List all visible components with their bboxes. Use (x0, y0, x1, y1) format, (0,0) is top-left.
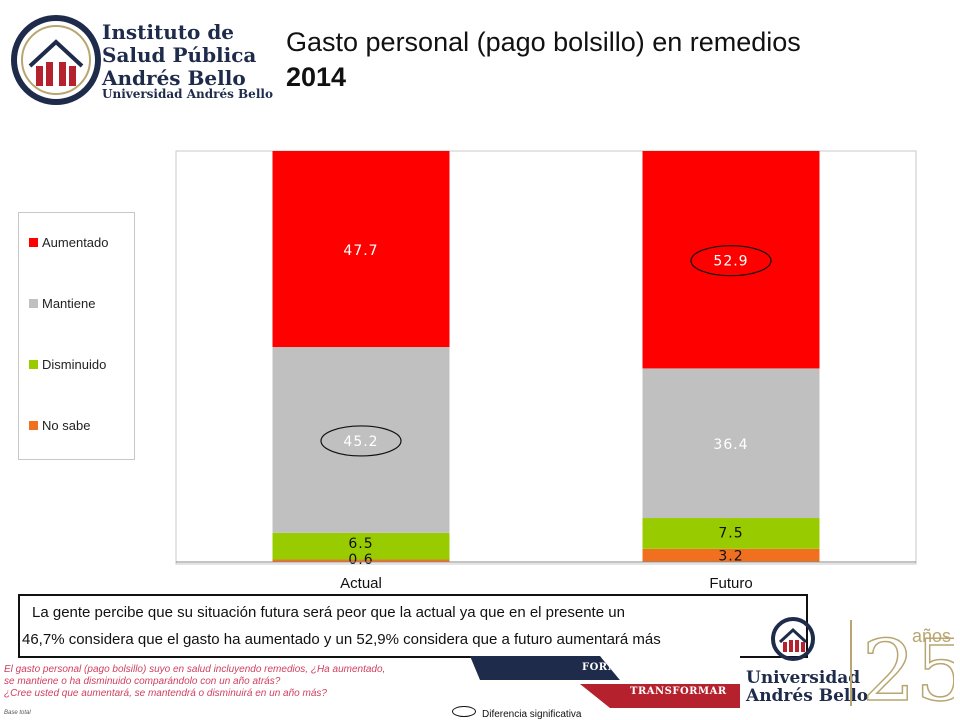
bar-no-sabe-actual (272, 559, 450, 562)
band-label-formar: FORMAR (582, 662, 637, 673)
plot-area (175, 150, 917, 565)
legend-swatch (29, 238, 38, 247)
page-title-year: 2014 (286, 62, 347, 92)
university-name-line-2: Andrés Bello (746, 686, 869, 706)
significance-label: Diferencia significativa (482, 709, 582, 720)
footer-band (470, 656, 740, 708)
logo-line-4: Universidad Andrés Bello (102, 87, 273, 101)
x-tick-label-futuro: Futuro (709, 575, 752, 592)
legend-item-disminuido: Disminuido (29, 357, 106, 372)
legend-swatch (29, 299, 38, 308)
bar-disminuido-futuro (642, 518, 820, 549)
data-label-no-sabe-futuro: 3.2 (718, 548, 743, 564)
data-label-aumentado-actual: 47.7 (343, 243, 378, 259)
footnote-line-1: El gasto personal (pago bolsillo) suyo e… (4, 664, 386, 675)
anniversary-years-label: años (912, 626, 952, 646)
legend-item-aumentado: Aumentado (29, 235, 109, 250)
data-label-disminuido-actual: 6.5 (348, 536, 373, 552)
university-name-line-1: Universidad (746, 668, 861, 688)
x-tick-label-actual: Actual (340, 575, 382, 592)
chart-legend: Aumentado Mantiene Disminuido No sabe (18, 212, 135, 460)
question-footnote: El gasto personal (pago bolsillo) suyo e… (4, 664, 474, 700)
data-label-disminuido-futuro: 7.5 (718, 525, 743, 541)
anniversary-mark: 25 (861, 621, 954, 712)
logo-line-1: Instituto de (102, 20, 235, 44)
summary-line-2: 46,7% considera que el gasto ha aumentad… (22, 631, 661, 648)
stacked-bar-chart: 0.66.5 45.2 47.7 3.2 7.5 36.4 52.9 Actual Futur… (175, 150, 917, 592)
data-label-mantiene-actual: 45.2 (343, 434, 378, 450)
base-note: Base total (4, 710, 31, 716)
footnote-line-2: se mantiene o ha disminuido comparándolo… (4, 676, 281, 687)
bar-aumentado-actual (272, 151, 450, 348)
bar-aumentado-futuro (642, 151, 820, 369)
legend-swatch (29, 360, 38, 369)
bar-no-sabe-futuro (642, 548, 820, 562)
legend-label: Mantiene (42, 296, 96, 311)
data-label-no-sabe-actual: 0.6 (348, 552, 373, 568)
summary-box: La gente percibe que su situación futura… (18, 594, 808, 658)
logo-line-2: Salud Pública (102, 43, 257, 67)
significance-ellipse-futuro (690, 245, 772, 277)
legend-label: Aumentado (42, 235, 109, 250)
legend-swatch (29, 421, 38, 430)
significance-ellipse-icon (452, 706, 476, 717)
anniversary-number: 25 (862, 622, 954, 712)
logo-line-3: Andrés Bello (102, 66, 246, 90)
summary-line-1: La gente percibe que su situación futura… (32, 604, 625, 621)
footnote-line-3: ¿Cree usted que aumentará, se mantendrá … (4, 688, 327, 699)
page-title: Gasto personal (pago bolsillo) en remedi… (286, 27, 801, 57)
legend-label: No sabe (42, 418, 91, 433)
bar-mantiene-actual (272, 347, 450, 533)
legend-item-mantiene: Mantiene (29, 296, 95, 311)
legend-label: Disminuido (42, 357, 107, 372)
bar-disminuido-actual (272, 532, 450, 560)
footer-divider (850, 620, 852, 706)
band-label-transformar: TRANSFORMAR (630, 686, 727, 697)
university-seal-icon (771, 617, 815, 661)
data-label-mantiene-futuro: 36.4 (713, 437, 748, 453)
significance-ellipse-actual (320, 425, 402, 457)
legend-item-no-sabe: No sabe (29, 418, 90, 433)
institute-logo (11, 15, 101, 105)
data-label-aumentado-futuro: 52.9 (713, 254, 748, 270)
bar-mantiene-futuro (642, 368, 820, 519)
